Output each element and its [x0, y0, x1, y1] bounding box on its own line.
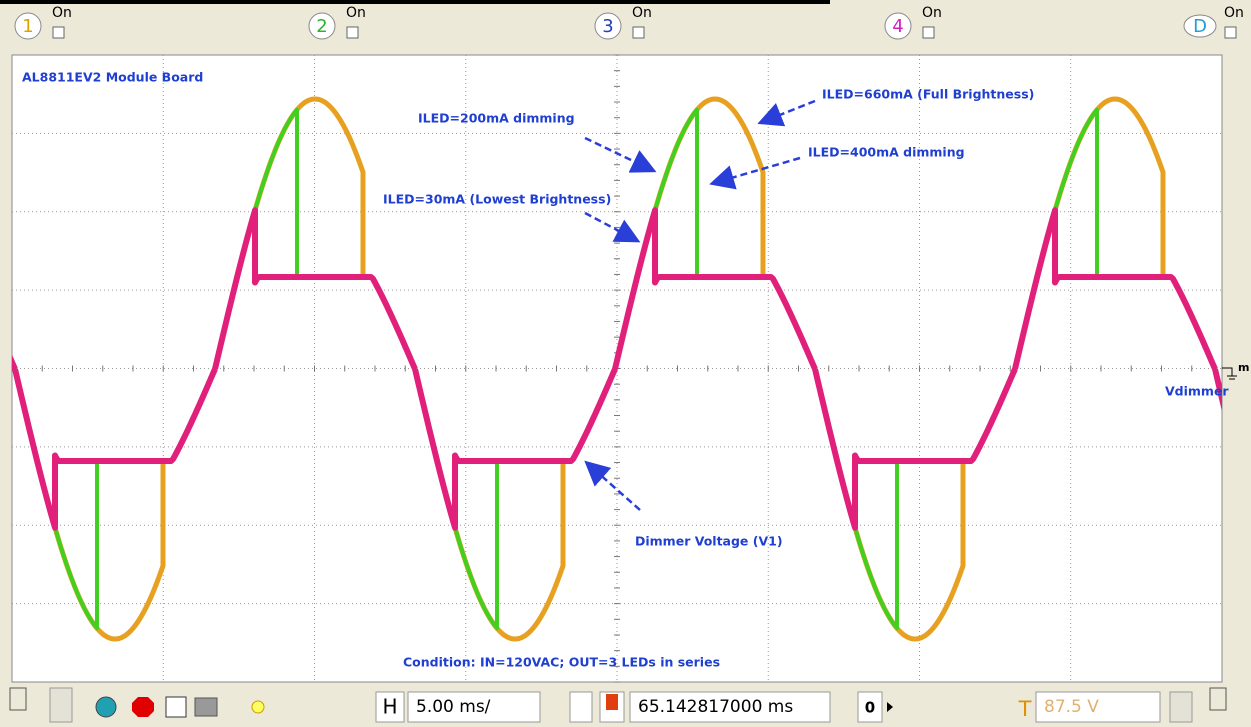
channel-badge	[308, 12, 336, 40]
arrow	[757, 99, 816, 127]
channel-label: 3	[602, 16, 613, 37]
icon	[606, 694, 618, 710]
button[interactable]	[887, 702, 893, 712]
channel-label: 1	[22, 16, 33, 37]
annotation: Vdimmer	[1165, 384, 1229, 399]
button[interactable]	[49, 687, 73, 723]
channel-badge	[14, 12, 42, 40]
button[interactable]	[251, 700, 265, 714]
button[interactable]	[132, 697, 154, 717]
channel-state: On	[346, 5, 366, 21]
channel-label: 2	[316, 16, 327, 37]
channel-checkbox[interactable]	[922, 26, 935, 39]
button[interactable]	[165, 696, 187, 718]
annotation: Dimmer Voltage (V1)	[635, 534, 783, 549]
channel-label: D	[1193, 16, 1207, 37]
h-label: H	[382, 695, 397, 719]
annotation: AL8811EV2 Module Board	[22, 70, 203, 85]
traces	[12, 96, 1222, 642]
channel-label: 4	[892, 16, 903, 37]
ground-marker: m	[1238, 361, 1249, 374]
annotation: ILED=30mA (Lowest Brightness)	[383, 192, 611, 207]
step: 0	[865, 699, 875, 717]
t-label: T	[1018, 697, 1032, 721]
arrow	[584, 136, 657, 173]
position-input[interactable]	[629, 691, 831, 723]
h-box[interactable]	[375, 691, 405, 723]
waveform	[12, 96, 1222, 642]
top-strip	[0, 0, 830, 4]
channel-badge	[1183, 14, 1217, 38]
annotation: ILED=200mA dimming	[418, 111, 575, 126]
button[interactable]	[569, 691, 593, 723]
arrow	[584, 460, 641, 511]
step-box[interactable]	[857, 691, 883, 723]
toolbar: H 5.00 ms/ 65.142817000 ms 0 T 87.5 V	[0, 684, 1251, 727]
timebase-input[interactable]	[407, 691, 541, 723]
ground-icon	[1222, 367, 1237, 380]
trigger-input[interactable]	[1035, 691, 1161, 723]
annotation: Condition: IN=120VAC; OUT=3 LEDs in seri…	[403, 655, 720, 670]
channel-checkbox[interactable]	[632, 26, 645, 39]
timebase: 5.00 ms/	[416, 697, 491, 717]
arrow	[709, 156, 801, 190]
button[interactable]	[1209, 687, 1227, 711]
channel-badge	[594, 12, 622, 40]
channel-state: On	[632, 5, 652, 21]
channel-checkbox[interactable]	[52, 26, 65, 39]
arrow	[584, 211, 641, 243]
waveform	[12, 207, 1222, 531]
annotation: ILED=660mA (Full Brightness)	[822, 87, 1034, 102]
channel-state: On	[922, 5, 942, 21]
annotations: AL8811EV2 Module Board ILED=660mA (Full …	[22, 70, 1249, 670]
trigger: 87.5 V	[1044, 697, 1099, 717]
position: 65.142817000 ms	[638, 697, 793, 717]
channel-badge	[884, 12, 912, 40]
annotation: ILED=400mA dimming	[808, 145, 965, 160]
button[interactable]	[9, 687, 27, 711]
button[interactable]	[95, 696, 117, 718]
button[interactable]	[194, 697, 218, 717]
channel-state: On	[1224, 5, 1244, 21]
channel-checkbox[interactable]	[1224, 26, 1237, 39]
channel-checkbox[interactable]	[346, 26, 359, 39]
channel-state: On	[52, 5, 72, 21]
spinner[interactable]	[1169, 691, 1193, 723]
channel-bar: 1 On 2 On 3 On 4 On D On	[14, 5, 1244, 40]
